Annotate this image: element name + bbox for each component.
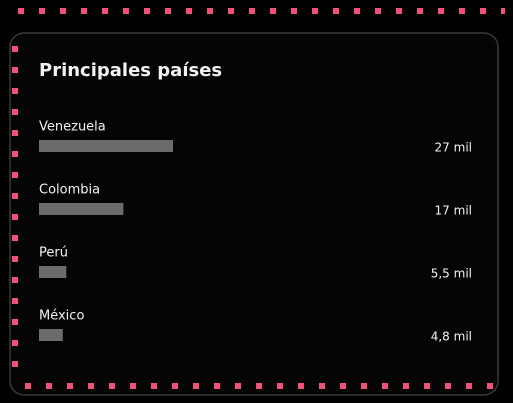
value-label: 5,5 mil	[431, 267, 472, 281]
country-label: Perú	[39, 246, 68, 261]
card-title: Principales países	[39, 60, 222, 81]
country-label: Colombia	[39, 183, 100, 198]
country-label: México	[39, 309, 84, 324]
value-label: 27 mil	[435, 141, 472, 155]
card	[9, 32, 499, 396]
country-label: Venezuela	[39, 120, 106, 135]
bar	[39, 140, 173, 152]
bar	[39, 203, 124, 215]
bar	[39, 329, 63, 341]
value-label: 4,8 mil	[431, 330, 472, 344]
value-label: 17 mil	[435, 204, 472, 218]
bar	[39, 266, 67, 278]
